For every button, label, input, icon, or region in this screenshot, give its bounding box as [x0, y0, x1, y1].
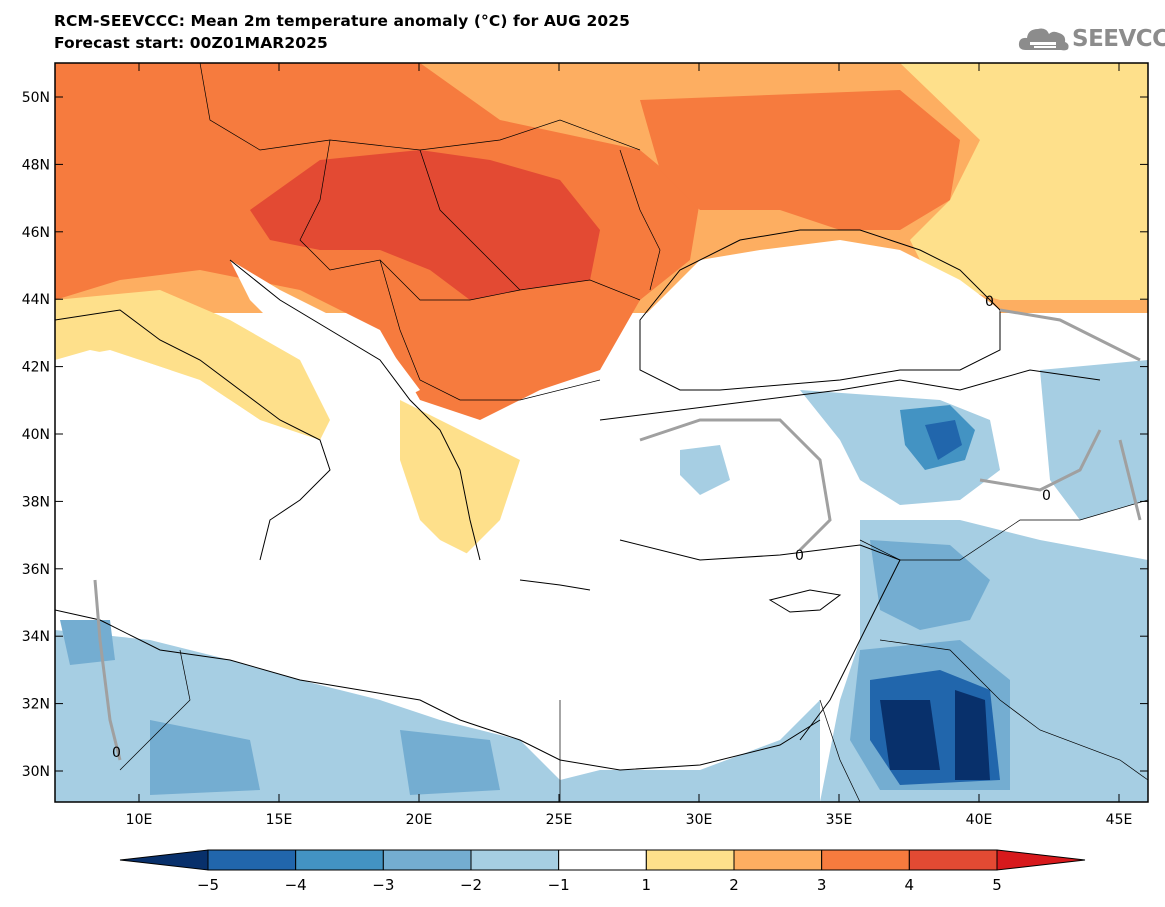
colorbar-tick-label: −4	[285, 876, 307, 894]
colorbar-extend-low	[119, 849, 209, 871]
colorbar-tick-label: 1	[642, 876, 652, 894]
colorbar-tick-label: −3	[372, 876, 394, 894]
cool-anomaly-anatolia	[800, 390, 1000, 505]
cool-anomaly-libya-east	[400, 730, 500, 795]
contour-label: 0	[1042, 488, 1051, 504]
colorbar-tick-label: 3	[817, 876, 827, 894]
zero-contours	[93, 308, 1142, 761]
coastlines	[55, 229, 1101, 771]
lon-label: 45E	[1106, 812, 1133, 828]
seevccc-logo: SEEVCCC	[1016, 22, 1165, 56]
hot-anomaly-pannonia	[250, 150, 600, 300]
colorbar-extend-high	[996, 849, 1086, 871]
lat-label: 34N	[22, 629, 50, 645]
warm-anomaly-greece	[400, 400, 520, 560]
colorbar-segment	[733, 849, 823, 871]
cool-anomaly-syria	[870, 540, 990, 630]
colorbar-tick-label: 5	[992, 876, 1002, 894]
forecast-start-label: Forecast start: 00Z01MAR2025	[54, 34, 328, 52]
lat-label: 32N	[22, 697, 50, 713]
cloud-icon	[1018, 28, 1069, 51]
lat-label: 40N	[22, 427, 50, 443]
lon-label: 15E	[266, 812, 293, 828]
colorbar-segment	[382, 849, 472, 871]
logo-text: SEEVCCC	[1072, 26, 1165, 52]
colorbar-segment	[908, 849, 998, 871]
contour-labels: 0 0 0 0	[112, 294, 1051, 761]
lon-label: 10E	[126, 812, 153, 828]
colorbar-segment	[645, 849, 735, 871]
lat-label: 50N	[22, 90, 50, 106]
warm-anomaly-ukraine	[640, 90, 960, 230]
cool-anomaly-libya-west	[150, 720, 260, 795]
colorbar-segment	[207, 849, 297, 871]
longitude-axis: 10E 15E 20E 25E 30E 35E 40E 45E	[126, 63, 1133, 828]
country-borders	[119, 63, 1148, 802]
black-sea	[640, 240, 1000, 385]
mediterranean-sea	[55, 350, 900, 770]
colorbar-segment	[558, 849, 647, 871]
cool-anomaly-anatolia-peak	[925, 420, 962, 460]
lat-label: 48N	[22, 157, 50, 173]
lon-label: 20E	[406, 812, 433, 828]
colorbar-tick-label: −2	[460, 876, 482, 894]
contour-label: 0	[795, 548, 804, 564]
map-frame	[54, 62, 1149, 803]
contour-label: 0	[112, 745, 121, 761]
colorbar-tick-label: −5	[197, 876, 219, 894]
warm-anomaly-east	[900, 63, 1148, 300]
warm-anomaly-italy	[55, 290, 330, 440]
cool-anomaly-jordan-peak-east	[955, 690, 990, 780]
lat-label: 42N	[22, 360, 50, 376]
map-title: RCM-SEEVCCC: Mean 2m temperature anomaly…	[54, 12, 631, 30]
adriatic-sea	[230, 260, 420, 400]
colorbar-segment	[295, 849, 384, 871]
lat-label: 36N	[22, 562, 50, 578]
latitude-axis: 50N 48N 46N 44N 42N 40N 38N 36N 34N 32N 30N	[22, 90, 1148, 780]
cool-anomaly-jordan-peak-west	[880, 700, 940, 770]
lat-label: 30N	[22, 764, 50, 780]
cool-anomaly-west-anatolia	[680, 445, 730, 495]
colorbar-tick-label: 2	[729, 876, 739, 894]
colorbar-segment	[470, 849, 560, 871]
lon-label: 30E	[686, 812, 713, 828]
lat-label: 38N	[22, 494, 50, 510]
lon-label: 40E	[966, 812, 993, 828]
map-area	[55, 63, 1148, 802]
colorbar-tick-label: 4	[905, 876, 915, 894]
lat-label: 44N	[22, 292, 50, 308]
colorbar: −5 −4 −3 −2 −1 1 2 3 4 5	[119, 849, 1086, 894]
lon-label: 25E	[546, 812, 573, 828]
contour-label: 0	[985, 294, 994, 310]
colorbar-segment	[821, 849, 910, 871]
lat-label: 46N	[22, 225, 50, 241]
lon-label: 35E	[826, 812, 853, 828]
colorbar-tick-label: −1	[548, 876, 570, 894]
